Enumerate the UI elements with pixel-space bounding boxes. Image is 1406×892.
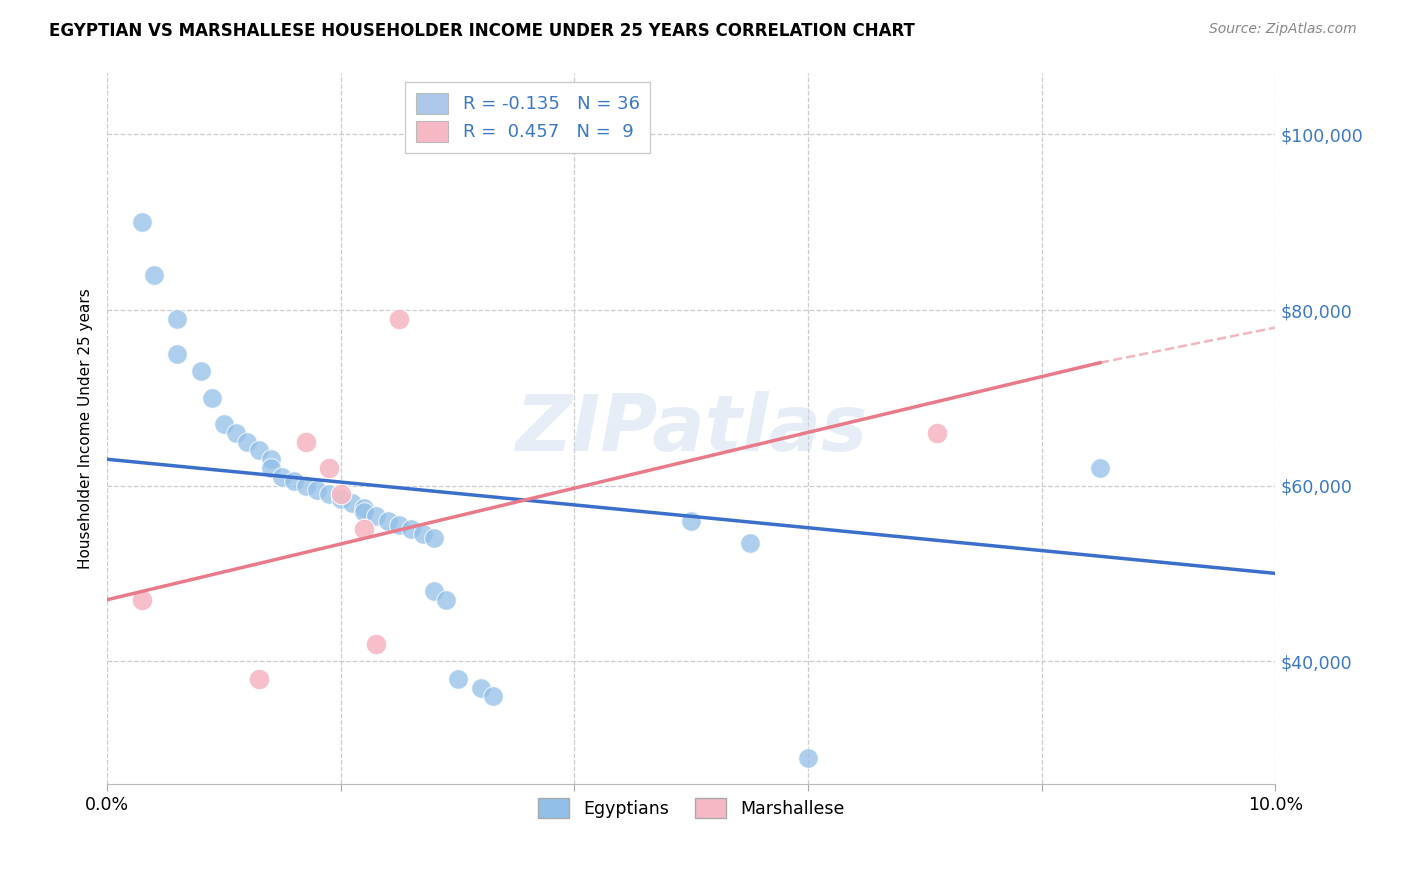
Point (342, 496, 364, 510)
Point (247, 443, 270, 458)
Point (481, 690, 503, 704)
Point (423, 583, 446, 598)
Point (353, 505, 375, 519)
Point (212, 417, 235, 431)
Point (329, 491, 352, 506)
Point (260, 452, 283, 467)
Point (470, 681, 492, 695)
Point (318, 461, 340, 475)
Point (377, 514, 399, 528)
Point (399, 523, 422, 537)
Point (925, 425, 948, 440)
Point (236, 434, 259, 449)
Point (190, 364, 212, 378)
Point (388, 311, 411, 326)
Point (131, 215, 153, 229)
Point (166, 347, 188, 361)
Point (364, 637, 387, 651)
Point (353, 523, 375, 537)
Point (318, 487, 340, 501)
Point (797, 750, 820, 764)
Text: ZIPatlas: ZIPatlas (515, 391, 868, 467)
Point (307, 483, 329, 497)
Point (412, 527, 434, 541)
Text: EGYPTIAN VS MARSHALLESE HOUSEHOLDER INCOME UNDER 25 YEARS CORRELATION CHART: EGYPTIAN VS MARSHALLESE HOUSEHOLDER INCO… (49, 22, 915, 40)
Y-axis label: Householder Income Under 25 years: Householder Income Under 25 years (79, 288, 93, 569)
Point (131, 592, 153, 607)
Point (294, 434, 316, 449)
Point (260, 461, 283, 475)
Point (738, 535, 761, 549)
Point (271, 470, 294, 484)
Legend: Egyptians, Marshallese: Egyptians, Marshallese (531, 791, 852, 825)
Point (446, 672, 468, 686)
Point (247, 672, 270, 686)
Point (423, 531, 446, 545)
Point (364, 509, 387, 524)
Point (353, 500, 375, 515)
Text: Source: ZipAtlas.com: Source: ZipAtlas.com (1209, 22, 1357, 37)
Point (201, 391, 224, 405)
Point (388, 518, 411, 533)
Point (283, 474, 305, 488)
Point (329, 487, 352, 501)
Point (434, 592, 457, 607)
Point (681, 514, 703, 528)
Point (142, 268, 165, 282)
Point (225, 425, 247, 440)
Point (166, 311, 188, 326)
Point (294, 478, 316, 492)
Point (1088, 461, 1111, 475)
